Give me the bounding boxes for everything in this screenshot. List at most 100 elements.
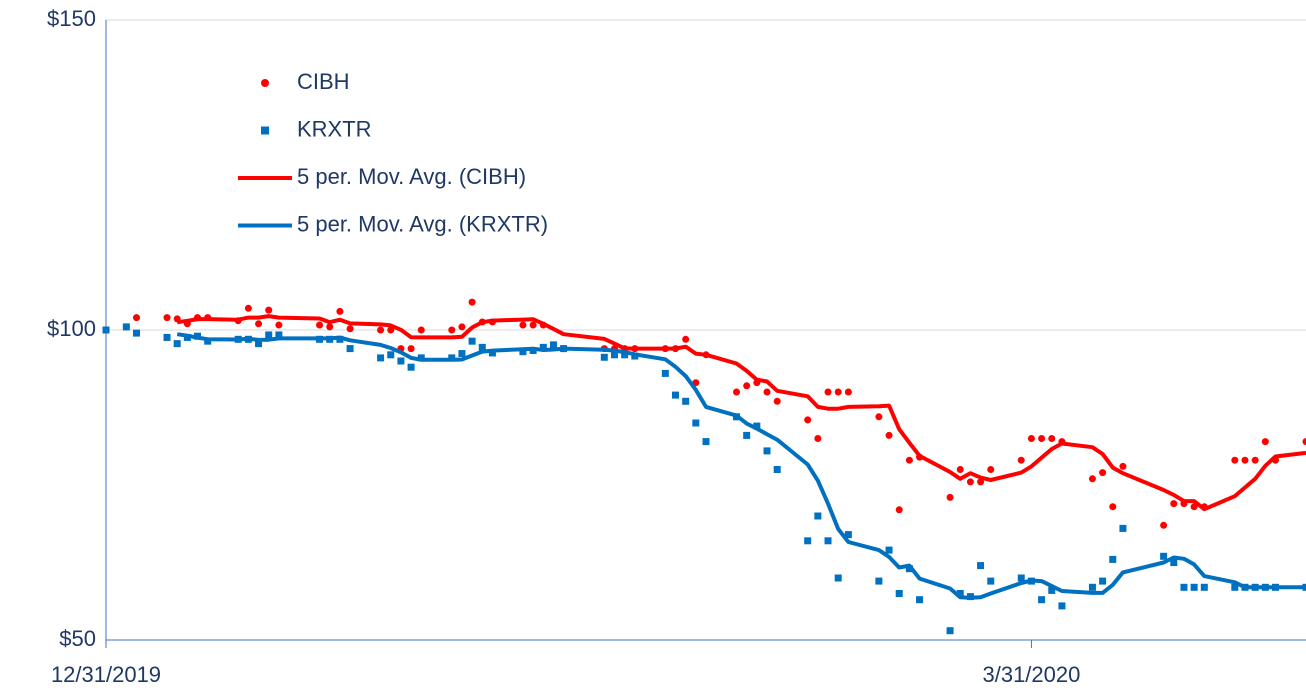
point — [275, 321, 283, 329]
point — [773, 466, 781, 473]
point — [885, 431, 893, 439]
point — [895, 506, 903, 514]
point — [539, 343, 547, 351]
point — [163, 333, 171, 341]
point — [844, 388, 852, 396]
point — [377, 326, 385, 334]
point — [610, 351, 618, 359]
point — [458, 323, 466, 331]
point — [987, 577, 995, 585]
point — [448, 326, 456, 334]
point — [763, 388, 771, 396]
point — [417, 326, 425, 334]
point — [346, 345, 354, 353]
point — [773, 397, 781, 405]
legend-marker — [261, 79, 269, 87]
point — [1088, 475, 1096, 483]
point — [956, 466, 964, 473]
y-tick-label: $50 — [59, 626, 96, 651]
point — [763, 447, 771, 455]
point — [133, 314, 141, 322]
point — [1241, 456, 1249, 464]
point — [1261, 438, 1269, 446]
point — [407, 363, 415, 371]
point — [824, 537, 832, 545]
point — [1119, 462, 1127, 470]
point — [1231, 456, 1239, 464]
point — [529, 321, 537, 329]
point — [834, 574, 842, 582]
point — [173, 340, 181, 348]
point — [1099, 469, 1107, 477]
point — [255, 340, 263, 348]
point — [1017, 456, 1025, 464]
point — [1160, 521, 1168, 529]
point — [336, 307, 344, 315]
point — [133, 329, 141, 337]
point — [244, 304, 252, 312]
point — [478, 343, 486, 351]
point — [743, 431, 751, 439]
point — [916, 596, 924, 604]
point — [1190, 583, 1198, 591]
point — [163, 314, 171, 322]
point — [682, 335, 690, 343]
point — [1048, 586, 1056, 594]
point — [1027, 435, 1035, 442]
point — [682, 397, 690, 405]
point — [987, 466, 995, 473]
point — [387, 351, 395, 359]
point — [1170, 559, 1178, 566]
point — [1119, 524, 1127, 532]
point — [255, 320, 263, 328]
point — [326, 323, 334, 331]
point — [1302, 438, 1306, 446]
point — [661, 369, 669, 377]
point — [1058, 602, 1066, 610]
legend-label: KRXTR — [297, 116, 372, 141]
legend-marker — [261, 126, 269, 135]
point — [1038, 596, 1046, 604]
point — [946, 627, 954, 635]
point — [316, 321, 324, 329]
point — [519, 348, 527, 356]
point — [377, 354, 385, 362]
point — [956, 590, 964, 597]
point — [621, 351, 629, 359]
point — [407, 345, 415, 353]
point — [1109, 555, 1117, 563]
point — [966, 478, 974, 486]
point — [977, 562, 985, 570]
point — [1048, 435, 1056, 442]
point — [824, 388, 832, 396]
point — [1251, 456, 1259, 464]
point — [977, 478, 985, 486]
point — [1180, 583, 1188, 591]
point — [265, 306, 273, 314]
point — [753, 422, 761, 430]
point — [905, 456, 913, 464]
point — [1200, 583, 1208, 591]
moving-average — [176, 332, 1306, 600]
point — [1099, 577, 1107, 585]
x-tick-label: 3/31/2020 — [982, 662, 1080, 687]
legend-label: CIBH — [297, 69, 350, 94]
point — [885, 546, 893, 554]
y-tick-label: $100 — [47, 316, 96, 341]
point — [1038, 435, 1046, 442]
point — [733, 388, 741, 396]
point — [458, 350, 466, 358]
point — [834, 388, 842, 396]
point — [743, 382, 751, 390]
point — [549, 341, 557, 349]
point — [600, 353, 608, 361]
point — [1160, 552, 1168, 560]
point — [1017, 574, 1025, 582]
point — [488, 349, 496, 357]
point — [468, 298, 476, 306]
point — [692, 419, 700, 427]
point — [702, 438, 710, 446]
point — [346, 325, 354, 333]
point — [946, 493, 954, 501]
